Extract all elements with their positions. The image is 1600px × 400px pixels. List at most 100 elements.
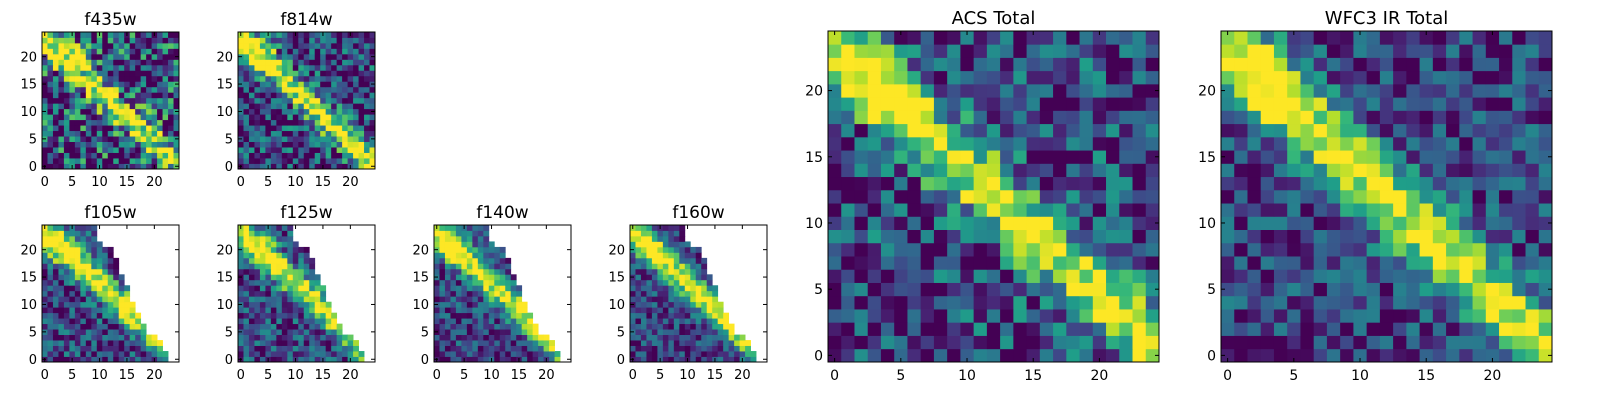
heatmap-cell [298,75,305,82]
heatmap-cell [1472,335,1487,350]
heatmap-cell [80,92,87,99]
heatmap-cell [347,152,354,159]
heatmap-cell [494,334,501,341]
heatmap-cell [907,31,922,45]
heatmap-cell [69,279,76,286]
heatmap-cell [107,125,114,132]
heatmap-cell [320,59,327,66]
heatmap-cell [505,290,512,297]
heatmap-cell [42,312,48,319]
heatmap-cell [1013,110,1027,125]
heatmap-cell [651,263,658,270]
heatmap-cell [1026,216,1041,230]
heatmap-cell [1538,31,1553,45]
heatmap-cell [657,241,664,248]
heatmap-cell [238,318,244,325]
heatmap-cell [1066,269,1080,283]
heatmap-cell [1472,136,1487,151]
heatmap-cell [254,329,261,335]
heatmap-cell [986,216,1001,230]
heatmap-cell [358,108,365,115]
heatmap-cell [135,81,142,88]
heatmap-cell [325,37,332,44]
heatmap-cell [739,334,746,341]
heatmap-cell [1419,150,1434,164]
heatmap-cell [1406,136,1420,151]
heatmap-cell [140,141,147,148]
heatmap-cell [259,241,266,248]
heatmap-cell [118,64,125,71]
heatmap-cell [281,241,288,248]
heatmap-cell [1026,70,1041,85]
heatmap-cell [47,81,54,88]
heatmap-cell [265,296,272,303]
heatmap-cell [488,241,495,248]
heatmap-cell [85,119,92,126]
heatmap-cell [986,44,1001,58]
heatmap-cell [920,242,935,257]
heatmap-cell [532,351,539,357]
heatmap-cell [1525,335,1540,350]
heatmap-cell [986,335,1001,350]
heatmap-cell [336,125,343,132]
heatmap-cell [1092,203,1107,217]
heatmap-cell [342,152,348,159]
heatmap-cell [673,323,680,330]
heatmap-cell [331,136,338,142]
heatmap-cell [483,279,490,286]
heatmap-cell [347,81,354,88]
heatmap-cell [135,329,142,335]
heatmap-cell [701,329,708,335]
heatmap-cell [1053,97,1067,111]
heatmap-cell [651,257,658,264]
heatmap-cell [146,64,152,71]
heatmap-cell [314,301,321,308]
heatmap-cell [894,203,908,217]
heatmap-cell [1538,163,1553,178]
heatmap-cell [1221,123,1235,138]
heatmap-cell [488,329,495,335]
heatmap-cell [168,92,174,99]
heatmap-cell [63,230,70,237]
heatmap-cell [107,163,114,170]
heatmap-cell [1247,256,1262,270]
heatmap-cell [1066,189,1080,204]
heatmap-cell [151,340,158,346]
heatmap-cell [243,59,250,66]
heatmap-cell [1000,242,1014,257]
heatmap-cell [265,241,272,248]
heatmap-cell [1472,242,1487,257]
heatmap-cell [488,252,495,259]
heatmap-cell [303,32,310,38]
heatmap-cell [466,246,473,253]
heatmap-cell [1326,70,1341,85]
heatmap-cell [679,241,686,248]
heatmap-cell [298,329,305,335]
heatmap-cell [986,269,1001,283]
heatmap-cell [287,290,294,297]
heatmap-cell [265,290,272,297]
heatmap-cell [466,268,473,275]
heatmap-cell [118,147,125,153]
heatmap-cell [695,323,702,330]
heatmap-cell [466,345,473,352]
heatmap-cell [1039,348,1054,363]
heatmap-cell [684,312,691,319]
heatmap-cell [113,81,120,88]
heatmap-cell [336,48,343,55]
heatmap-cell [894,83,908,98]
heatmap-cell [466,334,473,341]
heatmap-cell [331,163,338,170]
axes-frame [237,224,376,363]
heatmap-cell [303,141,310,148]
heatmap-cell [281,246,288,253]
heatmap-cell [1260,31,1275,45]
heatmap-cell [298,86,305,93]
heatmap-cell [439,279,446,286]
heatmap-cell [723,323,730,330]
heatmap-cell [1145,216,1160,230]
heatmap-cell [662,274,669,281]
heatmap-cell [1287,97,1301,111]
heatmap-cell [867,150,882,164]
